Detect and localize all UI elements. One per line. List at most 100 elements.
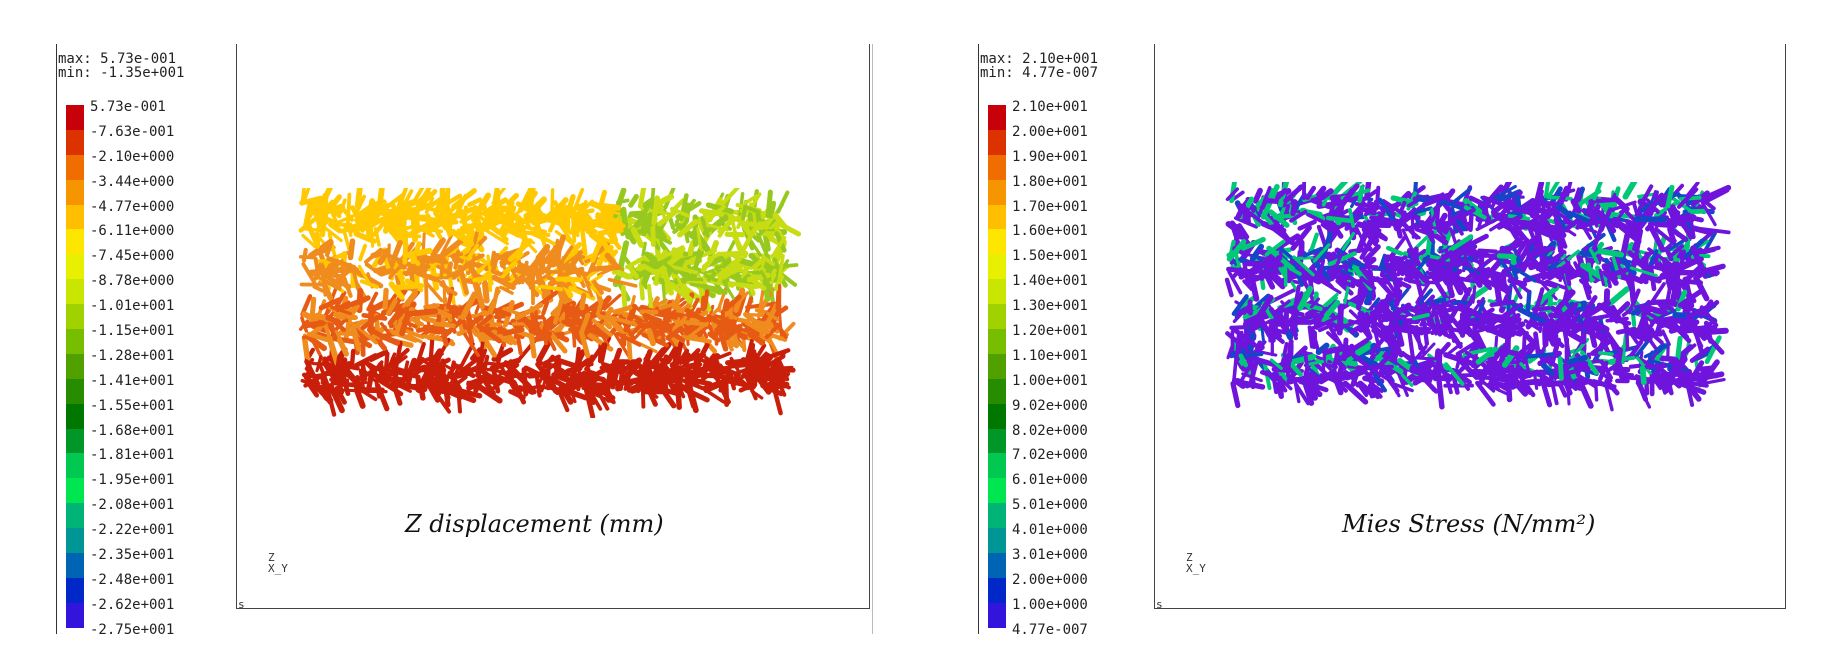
lattice-strut: [1664, 281, 1673, 308]
lattice-strut: [1563, 317, 1571, 335]
lattice-strut: [1703, 269, 1719, 277]
lattice-strut: [322, 356, 334, 375]
lattice-strut: [768, 263, 799, 270]
legend-label: -6.11e+000: [90, 223, 175, 240]
lattice-strut: [306, 331, 330, 343]
lattice-strut: [347, 238, 356, 261]
lattice-strut: [584, 346, 603, 372]
lattice-strut: [437, 193, 463, 211]
lattice-strut: [696, 227, 703, 250]
legend-swatch: [66, 403, 84, 429]
lattice-strut: [1632, 202, 1640, 218]
lattice-strut: [665, 346, 679, 365]
lattice-strut: [1672, 323, 1692, 344]
lattice-strut: [1355, 286, 1364, 311]
lattice-strut: [569, 202, 587, 213]
lattice-strut: [1325, 215, 1354, 224]
lattice-strut: [466, 313, 471, 331]
lattice-strut: [660, 266, 675, 296]
lattice-strut: [1539, 378, 1553, 408]
lattice-strut: [684, 348, 701, 365]
lattice-strut: [1672, 373, 1686, 378]
legend-min: min: 4.77e-007: [980, 65, 1099, 81]
lattice-strut: [482, 280, 490, 304]
lattice-strut: [451, 258, 476, 280]
lattice-strut: [1704, 184, 1732, 201]
lattice-strut: [1451, 187, 1473, 205]
legend-swatch: [988, 179, 1006, 205]
lattice-strut: [1564, 259, 1580, 278]
legend-label: 1.10e+001: [1012, 347, 1088, 364]
lattice-strut: [1505, 235, 1526, 253]
lattice-strut: [1510, 265, 1519, 281]
lattice-strut: [349, 348, 356, 369]
lattice-strut: [1608, 207, 1627, 232]
lattice-strut: [1400, 212, 1421, 221]
lattice-strut: [1274, 381, 1283, 399]
lattice-strut: [1268, 307, 1289, 333]
lattice-strut: [1505, 373, 1513, 403]
lattice-strut: [1699, 227, 1731, 235]
lattice-strut: [718, 375, 728, 393]
lattice-strut: [1385, 245, 1404, 256]
lattice-strut: [357, 326, 378, 345]
lattice-strut: [761, 255, 776, 266]
lattice-strut: [1667, 225, 1689, 242]
lattice-strut: [1278, 306, 1305, 317]
lattice-strut: [1336, 306, 1344, 336]
lattice-strut: [1423, 226, 1444, 230]
lattice-strut: [553, 364, 570, 381]
lattice-strut: [1532, 321, 1555, 328]
lattice-strut: [740, 357, 764, 367]
legend-swatch: [988, 453, 1006, 479]
lattice-strut: [1293, 345, 1308, 360]
lattice-strut: [355, 269, 384, 289]
lattice-strut: [1278, 266, 1288, 280]
lattice-strut: [1588, 209, 1598, 226]
lattice-strut: [1294, 382, 1311, 406]
lattice-strut: [1589, 248, 1600, 265]
lattice-strut: [1663, 239, 1677, 251]
lattice-strut: [430, 351, 443, 375]
lattice-strut: [1689, 221, 1696, 240]
legend-entry: -1.95e+001: [66, 473, 206, 504]
lattice-strut: [1436, 379, 1445, 410]
lattice-strut: [1673, 367, 1704, 383]
lattice-strut: [404, 308, 439, 317]
lattice-strut: [749, 371, 758, 388]
lattice-strut: [1640, 308, 1662, 322]
lattice-strut: [1371, 299, 1386, 317]
lattice-strut: [1332, 213, 1351, 219]
legend-swatch: [66, 129, 84, 155]
lattice-strut: [1312, 243, 1331, 263]
lattice-strut: [580, 230, 588, 257]
lattice-strut: [304, 357, 315, 371]
lattice-strut: [579, 332, 591, 359]
lattice-strut: [1570, 198, 1582, 214]
lattice-strut: [448, 228, 475, 247]
lattice-strut: [1608, 301, 1631, 323]
legend-entry: 7.02e+000: [988, 448, 1128, 479]
lattice-strut: [315, 355, 323, 373]
lattice-strut: [455, 193, 468, 215]
viewport-frame: [236, 44, 870, 609]
lattice-strut: [1617, 318, 1632, 326]
lattice-strut: [657, 209, 678, 227]
lattice-strut: [604, 208, 621, 216]
lattice-strut: [1517, 238, 1535, 264]
lattice-strut: [370, 223, 375, 248]
lattice-strut: [1375, 208, 1387, 221]
lattice-strut: [639, 282, 645, 301]
lattice-strut: [1231, 358, 1238, 386]
lattice-strut: [480, 314, 493, 326]
lattice-strut: [581, 219, 609, 227]
lattice-strut: [1565, 217, 1581, 231]
axis-triad: Z X_Y: [268, 551, 288, 575]
legend-swatch: [66, 378, 84, 404]
lattice-strut: [1540, 334, 1551, 355]
legend-label: 1.70e+001: [1012, 198, 1088, 215]
lattice-strut: [402, 233, 409, 265]
legend-entry: -4.77e+000: [66, 200, 206, 230]
lattice-strut: [451, 362, 476, 379]
lattice-strut: [1237, 223, 1250, 240]
